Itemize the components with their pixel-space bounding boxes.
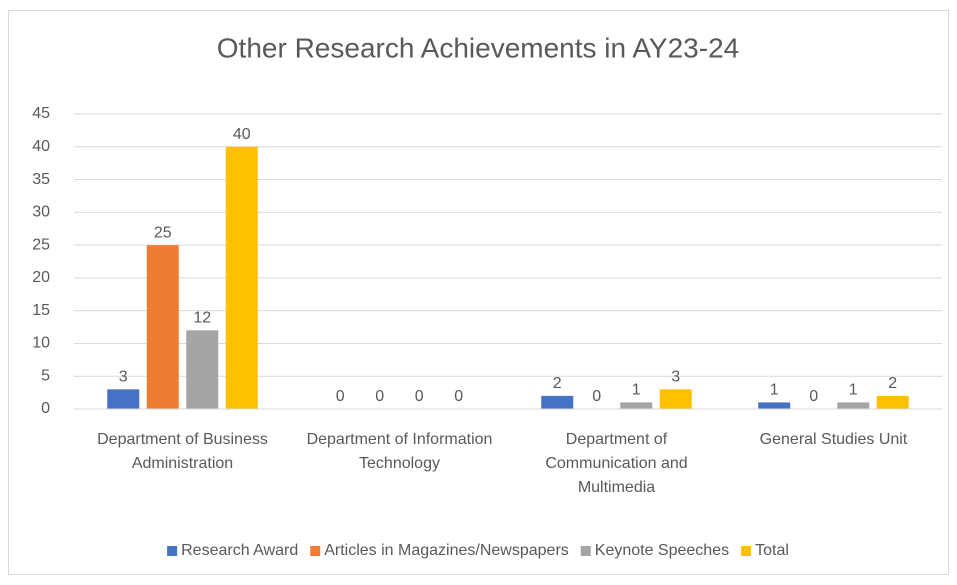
y-tick-label: 10 bbox=[32, 335, 50, 352]
y-tick-label: 20 bbox=[32, 269, 50, 286]
legend-swatch bbox=[580, 546, 591, 556]
data-label: 0 bbox=[809, 388, 818, 405]
data-label: 3 bbox=[119, 369, 128, 386]
data-label: 40 bbox=[233, 126, 251, 143]
data-label: 0 bbox=[336, 388, 345, 405]
x-tick-label: Department of Information Technology bbox=[307, 431, 493, 472]
bar bbox=[107, 389, 140, 409]
legend-label: Keynote Speeches bbox=[595, 542, 729, 559]
legend-label: Articles in Magazines/Newspapers bbox=[324, 542, 569, 559]
data-label: 2 bbox=[553, 375, 562, 392]
data-label: 0 bbox=[375, 388, 384, 405]
bar bbox=[620, 402, 653, 409]
y-tick-label: 5 bbox=[41, 367, 50, 384]
bar bbox=[186, 330, 219, 409]
y-tick-label: 45 bbox=[32, 105, 50, 122]
data-label: 12 bbox=[193, 310, 211, 327]
x-tick-label: General Studies Unit bbox=[760, 431, 908, 448]
bar bbox=[659, 389, 692, 409]
legend-label: Total bbox=[755, 542, 789, 559]
y-tick-label: 15 bbox=[32, 302, 50, 319]
data-label: 1 bbox=[770, 382, 779, 399]
y-tick-label: 40 bbox=[32, 138, 50, 155]
legend-swatch bbox=[310, 546, 321, 556]
bar bbox=[146, 245, 179, 409]
x-tick-label: Department of Business Administration bbox=[97, 431, 268, 472]
legend-label: Research Award bbox=[181, 542, 298, 559]
data-label: 1 bbox=[632, 382, 641, 399]
bar bbox=[541, 395, 574, 409]
data-label: 0 bbox=[592, 388, 601, 405]
bar bbox=[876, 395, 909, 409]
legend-swatch bbox=[167, 546, 178, 556]
y-tick-label: 25 bbox=[32, 236, 50, 253]
bar bbox=[225, 146, 258, 409]
data-label: 3 bbox=[671, 369, 680, 386]
data-label: 0 bbox=[454, 388, 463, 405]
chart-title: Other Research Achievements in AY23-24 bbox=[217, 32, 739, 63]
bar bbox=[758, 402, 791, 409]
y-tick-label: 30 bbox=[32, 204, 50, 221]
bar bbox=[837, 402, 870, 409]
y-tick-label: 0 bbox=[41, 400, 50, 417]
y-tick-label: 35 bbox=[32, 171, 50, 188]
data-label: 25 bbox=[154, 224, 172, 241]
legend-swatch bbox=[741, 546, 752, 556]
data-label: 0 bbox=[415, 388, 424, 405]
x-tick-label: Department of Communication and Multimedia bbox=[545, 431, 687, 496]
data-label: 1 bbox=[849, 382, 858, 399]
data-label: 2 bbox=[888, 375, 897, 392]
